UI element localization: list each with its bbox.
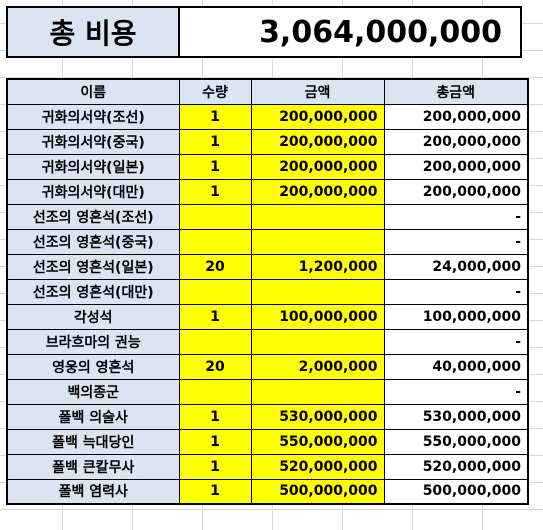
table-row: 영웅의 영혼석 20 2,000,000 40,000,000: [6, 353, 529, 380]
item-name-cell[interactable]: 귀화의서약(대만): [6, 178, 180, 205]
quantity-cell[interactable]: 1: [178, 303, 252, 330]
item-name-cell[interactable]: 백의종군: [6, 378, 180, 405]
total-cell[interactable]: 200,000,000: [383, 153, 529, 180]
total-cost-summary: 총 비용 3,064,000,000: [6, 6, 522, 58]
price-cell[interactable]: [250, 328, 385, 355]
table-row: 선조의 영혼석(조선) -: [6, 203, 529, 230]
header-total[interactable]: 총금액: [383, 78, 529, 105]
table-row: 폴백 늑대당인 1 550,000,000 550,000,000: [6, 428, 529, 455]
item-name-cell[interactable]: 귀화의서약(일본): [6, 153, 180, 180]
quantity-cell[interactable]: 1: [178, 103, 252, 130]
price-cell[interactable]: 550,000,000: [250, 428, 385, 455]
price-cell[interactable]: 520,000,000: [250, 453, 385, 480]
total-cell[interactable]: 550,000,000: [383, 428, 529, 455]
table-row: 귀화의서약(일본) 1 200,000,000 200,000,000: [6, 153, 529, 180]
total-cell[interactable]: 100,000,000: [383, 303, 529, 330]
item-name-cell[interactable]: 귀화의서약(중국): [6, 128, 180, 155]
item-cost-table: 이름 수량 금액 총금액 귀화의서약(조선) 1 200,000,000 200,00…: [6, 78, 529, 505]
table-row: 폴백 큰칼무사 1 520,000,000 520,000,000: [6, 453, 529, 480]
table-row: 브라흐마의 권능 -: [6, 328, 529, 355]
quantity-cell[interactable]: 20: [178, 353, 252, 380]
item-name-cell[interactable]: 브라흐마의 권능: [6, 328, 180, 355]
header-price[interactable]: 금액: [250, 78, 385, 105]
quantity-cell[interactable]: 1: [178, 453, 252, 480]
total-cell[interactable]: -: [383, 278, 529, 305]
quantity-cell[interactable]: 1: [178, 478, 252, 505]
price-cell[interactable]: 2,000,000: [250, 353, 385, 380]
price-cell[interactable]: [250, 278, 385, 305]
total-cell[interactable]: -: [383, 228, 529, 255]
table-row: 백의종군 -: [6, 378, 529, 405]
item-name-cell[interactable]: 폴백 큰칼무사: [6, 453, 180, 480]
quantity-cell[interactable]: 1: [178, 428, 252, 455]
item-name-cell[interactable]: 선조의 영혼석(일본): [6, 253, 180, 280]
total-cell[interactable]: 40,000,000: [383, 353, 529, 380]
total-cell[interactable]: 530,000,000: [383, 403, 529, 430]
quantity-cell[interactable]: 1: [178, 178, 252, 205]
item-name-cell[interactable]: 각성석: [6, 303, 180, 330]
table-row: 선조의 영혼석(일본) 20 1,200,000 24,000,000: [6, 253, 529, 280]
total-cell[interactable]: 200,000,000: [383, 103, 529, 130]
item-name-cell[interactable]: 귀화의서약(조선): [6, 103, 180, 130]
price-cell[interactable]: 500,000,000: [250, 478, 385, 505]
total-cost-value[interactable]: 3,064,000,000: [259, 14, 502, 50]
quantity-cell[interactable]: [178, 378, 252, 405]
quantity-cell[interactable]: [178, 278, 252, 305]
table-header-row: 이름 수량 금액 총금액: [6, 78, 529, 105]
table-row: 각성석 1 100,000,000 100,000,000: [6, 303, 529, 330]
price-cell[interactable]: 200,000,000: [250, 153, 385, 180]
header-name[interactable]: 이름: [6, 78, 180, 105]
item-name-cell[interactable]: 선조의 영혼석(중국): [6, 228, 180, 255]
quantity-cell[interactable]: 1: [178, 403, 252, 430]
total-cell[interactable]: -: [383, 378, 529, 405]
item-name-cell[interactable]: 폴백 늑대당인: [6, 428, 180, 455]
item-name-cell[interactable]: 영웅의 영혼석: [6, 353, 180, 380]
total-cell[interactable]: 200,000,000: [383, 128, 529, 155]
total-cell[interactable]: -: [383, 203, 529, 230]
item-name-cell[interactable]: 선조의 영혼석(대만): [6, 278, 180, 305]
total-cost-label[interactable]: 총 비용: [8, 8, 180, 56]
quantity-cell[interactable]: 1: [178, 153, 252, 180]
header-quantity[interactable]: 수량: [178, 78, 252, 105]
item-name-cell[interactable]: 선조의 영혼석(조선): [6, 203, 180, 230]
total-cell[interactable]: 520,000,000: [383, 453, 529, 480]
price-cell[interactable]: [250, 378, 385, 405]
table-row: 폴백 의술사 1 530,000,000 530,000,000: [6, 403, 529, 430]
item-name-cell[interactable]: 폴백 의술사: [6, 403, 180, 430]
table-row: 폴백 염력사 1 500,000,000 500,000,000: [6, 478, 529, 505]
item-name-cell[interactable]: 폴백 염력사: [6, 478, 180, 505]
table-row: 귀화의서약(조선) 1 200,000,000 200,000,000: [6, 103, 529, 130]
price-cell[interactable]: 200,000,000: [250, 103, 385, 130]
quantity-cell[interactable]: [178, 228, 252, 255]
table-row: 선조의 영혼석(대만) -: [6, 278, 529, 305]
table-row: 귀화의서약(대만) 1 200,000,000 200,000,000: [6, 178, 529, 205]
total-cell[interactable]: 500,000,000: [383, 478, 529, 505]
price-cell[interactable]: 200,000,000: [250, 128, 385, 155]
table-row: 선조의 영혼석(중국) -: [6, 228, 529, 255]
quantity-cell[interactable]: [178, 328, 252, 355]
total-cell[interactable]: -: [383, 328, 529, 355]
price-cell[interactable]: [250, 203, 385, 230]
quantity-cell[interactable]: 1: [178, 128, 252, 155]
price-cell[interactable]: 1,200,000: [250, 253, 385, 280]
price-cell[interactable]: 100,000,000: [250, 303, 385, 330]
price-cell[interactable]: [250, 228, 385, 255]
quantity-cell[interactable]: [178, 203, 252, 230]
total-cell[interactable]: 24,000,000: [383, 253, 529, 280]
price-cell[interactable]: 200,000,000: [250, 178, 385, 205]
total-cell[interactable]: 200,000,000: [383, 178, 529, 205]
quantity-cell[interactable]: 20: [178, 253, 252, 280]
price-cell[interactable]: 530,000,000: [250, 403, 385, 430]
table-row: 귀화의서약(중국) 1 200,000,000 200,000,000: [6, 128, 529, 155]
